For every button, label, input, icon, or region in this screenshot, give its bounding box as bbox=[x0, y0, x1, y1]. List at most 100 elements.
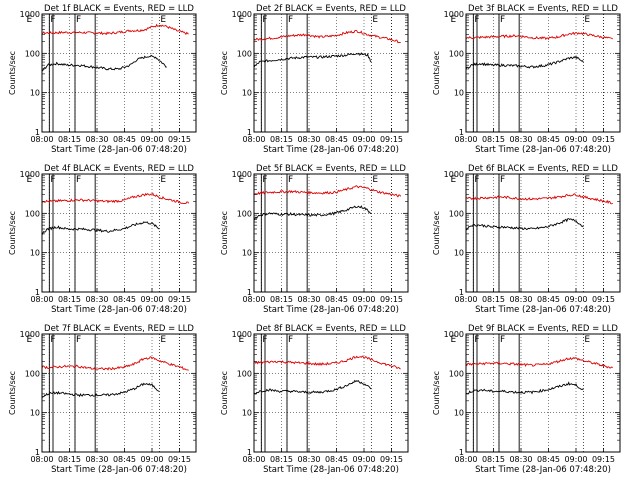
y-tick-label: 1000 bbox=[232, 330, 252, 339]
chart-title: Det 9f BLACK = Events, RED = LLD bbox=[468, 324, 618, 334]
x-tick-label: 09:00 bbox=[140, 295, 163, 304]
plot-frame bbox=[465, 13, 621, 133]
chart-panel: E F F E 1 10 100 1000 08:00 08:15 08:30 08:45 09:00 0… bbox=[432, 4, 621, 155]
marker-label: E bbox=[451, 335, 457, 345]
x-tick-label: 09:00 bbox=[352, 135, 375, 144]
chart-title: Det 7f BLACK = Events, RED = LLD bbox=[44, 324, 194, 334]
y-tick-label: 1000 bbox=[20, 330, 40, 339]
x-tick-label: 08:45 bbox=[325, 135, 348, 144]
marker-label: F bbox=[288, 175, 293, 185]
x-tick-label: 08:45 bbox=[537, 135, 560, 144]
marker-label: F bbox=[288, 15, 293, 25]
plot-frame bbox=[465, 333, 621, 453]
y-tick-label: 100 bbox=[25, 209, 40, 218]
series-lld-line bbox=[466, 356, 613, 369]
x-tick-label: 08:45 bbox=[113, 295, 136, 304]
marker-label: E bbox=[372, 335, 378, 345]
marker-label: F bbox=[262, 15, 267, 25]
x-tick-label: 08:45 bbox=[325, 455, 348, 464]
marker-label: E bbox=[27, 175, 33, 185]
x-tick-label: 09:15 bbox=[380, 135, 403, 144]
x-tick-label: 08:15 bbox=[270, 135, 293, 144]
series-events-line bbox=[42, 54, 167, 74]
x-tick-label: 09:15 bbox=[168, 455, 191, 464]
y-tick-label: 10 bbox=[242, 89, 252, 98]
y-axis-label: Counts/sec bbox=[8, 371, 17, 415]
x-axis-label: Start Time (28-Jan-06 07:48:20) bbox=[51, 145, 187, 155]
series-lld-line bbox=[466, 193, 613, 205]
x-tick-label: 09:15 bbox=[380, 455, 403, 464]
y-tick-label: 1 bbox=[459, 288, 464, 297]
marker-label: F bbox=[262, 175, 267, 185]
plot-frame bbox=[41, 173, 197, 293]
x-tick-label: 09:00 bbox=[564, 455, 587, 464]
plot-frame bbox=[253, 13, 409, 133]
x-tick-label: 08:15 bbox=[270, 455, 293, 464]
y-tick-label: 10 bbox=[30, 409, 40, 418]
x-tick-label: 09:00 bbox=[352, 455, 375, 464]
marker-label: F bbox=[50, 335, 55, 345]
marker-label: E bbox=[160, 15, 166, 25]
series-events-line bbox=[466, 381, 584, 396]
y-tick-label: 100 bbox=[25, 369, 40, 378]
marker-label: F bbox=[474, 175, 479, 185]
x-tick-label: 08:30 bbox=[85, 455, 108, 464]
x-tick-label: 09:00 bbox=[140, 455, 163, 464]
x-tick-label: 08:15 bbox=[482, 295, 505, 304]
series-events-line bbox=[466, 55, 584, 73]
x-tick-label: 09:00 bbox=[352, 295, 375, 304]
chart-panel: E F F E 1 10 100 1000 08:00 08:15 08:30 08:45 09:00 0… bbox=[432, 324, 621, 475]
x-tick-label: 08:30 bbox=[297, 455, 320, 464]
y-tick-label: 1000 bbox=[20, 10, 40, 19]
chart-panel: E F F E 1 10 100 1000 08:00 08:15 08:30 08:45 09:00 0… bbox=[220, 324, 409, 475]
x-tick-label: 08:15 bbox=[58, 295, 81, 304]
series-events-line bbox=[466, 218, 584, 232]
y-axis-label: Counts/sec bbox=[8, 211, 17, 255]
marker-label: E bbox=[372, 175, 378, 185]
series-events-line bbox=[42, 221, 160, 237]
series-lld-line bbox=[254, 29, 401, 44]
x-tick-label: 08:15 bbox=[270, 295, 293, 304]
chart-panel: E F F E 1 10 100 1000 08:00 08:15 08:30 08:45 09:00 0… bbox=[8, 164, 197, 315]
plot-frame bbox=[41, 13, 197, 133]
x-tick-label: 09:15 bbox=[592, 135, 615, 144]
x-tick-label: 08:00 bbox=[242, 455, 265, 464]
y-axis-label: Counts/sec bbox=[220, 211, 229, 255]
marker-label: E bbox=[372, 15, 378, 25]
y-tick-label: 1 bbox=[247, 288, 252, 297]
marker-label: E bbox=[239, 335, 245, 345]
y-tick-label: 10 bbox=[30, 89, 40, 98]
marker-label: F bbox=[76, 175, 81, 185]
y-axis-label: Counts/sec bbox=[432, 211, 441, 255]
chart-title: Det 4f BLACK = Events, RED = LLD bbox=[44, 164, 194, 174]
marker-label: E bbox=[160, 175, 166, 185]
x-tick-label: 08:00 bbox=[30, 455, 53, 464]
x-tick-label: 08:00 bbox=[242, 295, 265, 304]
y-tick-label: 1000 bbox=[444, 330, 464, 339]
chart-panel: E F F E 1 10 100 1000 08:00 08:15 08:30 08:45 09:00 0… bbox=[8, 324, 197, 475]
x-axis-label: Start Time (28-Jan-06 07:48:20) bbox=[263, 465, 399, 475]
x-tick-label: 08:30 bbox=[509, 135, 532, 144]
chart-title: Det 8f BLACK = Events, RED = LLD bbox=[256, 324, 406, 334]
marker-label: E bbox=[239, 175, 245, 185]
x-tick-label: 08:00 bbox=[30, 295, 53, 304]
marker-label: E bbox=[239, 15, 245, 25]
series-lld-line bbox=[254, 355, 401, 370]
y-tick-label: 1 bbox=[35, 448, 40, 457]
x-tick-label: 09:15 bbox=[168, 135, 191, 144]
marker-label: F bbox=[500, 175, 505, 185]
x-tick-label: 08:15 bbox=[58, 455, 81, 464]
plot-frame bbox=[253, 173, 409, 293]
y-tick-label: 1 bbox=[459, 448, 464, 457]
x-tick-label: 09:15 bbox=[380, 295, 403, 304]
x-tick-label: 08:00 bbox=[454, 295, 477, 304]
y-tick-label: 1 bbox=[35, 128, 40, 137]
chart-panel: E F F E 1 10 100 1000 08:00 08:15 08:30 08:45 09:00 0… bbox=[220, 164, 409, 315]
series-events-line bbox=[254, 379, 372, 397]
y-tick-label: 1000 bbox=[444, 10, 464, 19]
x-tick-label: 08:30 bbox=[85, 135, 108, 144]
y-tick-label: 10 bbox=[242, 409, 252, 418]
x-axis-label: Start Time (28-Jan-06 07:48:20) bbox=[263, 305, 399, 315]
y-axis-label: Counts/sec bbox=[220, 371, 229, 415]
